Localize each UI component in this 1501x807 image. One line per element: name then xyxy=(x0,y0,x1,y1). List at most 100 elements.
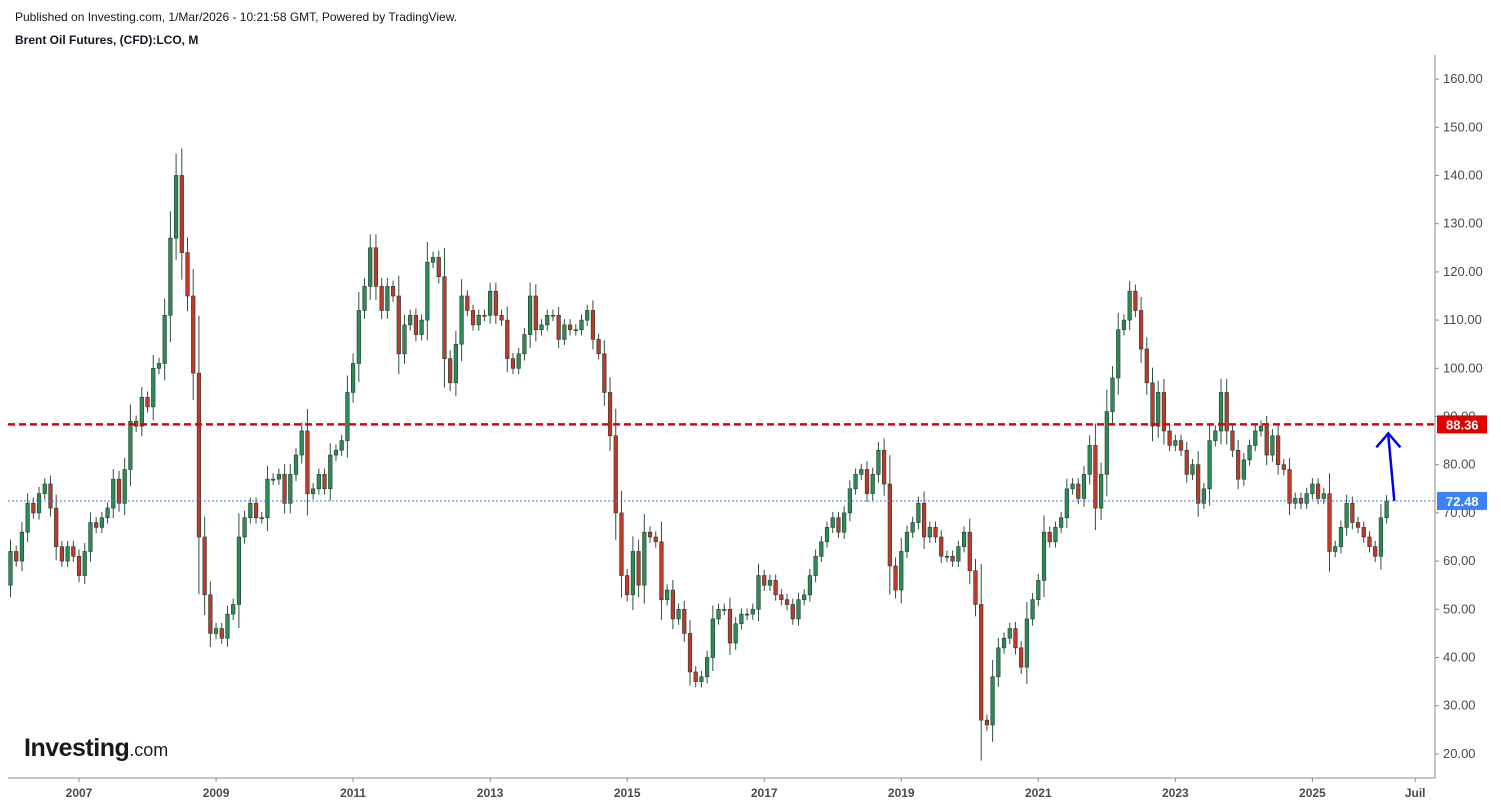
candle-body-up xyxy=(402,324,407,355)
candle xyxy=(864,461,870,503)
candle-body-down xyxy=(625,575,630,596)
candle xyxy=(448,350,453,392)
candle-body-up xyxy=(1001,637,1007,649)
candle-body-down xyxy=(1287,469,1292,504)
candle-body-up xyxy=(1241,459,1246,480)
candle-body-up xyxy=(579,319,584,331)
candle xyxy=(373,234,379,300)
candle xyxy=(876,441,881,483)
y-tick-label: 150.00 xyxy=(1443,119,1483,134)
candle xyxy=(379,277,384,319)
candle-body-up xyxy=(904,531,910,552)
candle xyxy=(607,377,613,451)
candle-body-up xyxy=(961,531,967,547)
candle xyxy=(659,521,664,620)
candle-body-up xyxy=(824,527,830,543)
candle-body-down xyxy=(567,324,573,331)
candle-body-up xyxy=(1378,517,1383,557)
candle-body-up xyxy=(99,517,104,528)
candle-body-up xyxy=(1070,483,1075,490)
candle xyxy=(836,511,841,538)
candle-body-down xyxy=(1327,493,1332,552)
candle xyxy=(1201,483,1206,510)
candle xyxy=(362,277,367,319)
candle xyxy=(25,493,30,543)
candle xyxy=(1258,420,1264,437)
candle-body-down xyxy=(602,353,607,393)
y-tick-label: 20.00 xyxy=(1443,746,1476,761)
candle xyxy=(316,468,321,495)
candle xyxy=(813,549,818,583)
candle-body-up xyxy=(1253,430,1258,446)
candle-body-down xyxy=(390,286,396,297)
candle-body-down xyxy=(14,551,19,562)
candle xyxy=(59,540,64,567)
arrow-head xyxy=(1375,431,1402,449)
candles-layer xyxy=(8,148,1389,761)
candle-body-up xyxy=(813,555,818,576)
candle-body-down xyxy=(1224,392,1229,432)
candle-body-down xyxy=(950,555,955,562)
candle-body-up xyxy=(910,522,915,533)
price-tag-label: 88.36 xyxy=(1446,417,1479,432)
candle xyxy=(630,536,635,611)
candle xyxy=(842,506,847,539)
candle xyxy=(1333,540,1338,558)
candle xyxy=(71,540,76,563)
candle-body-up xyxy=(990,676,995,726)
candle-body-down xyxy=(1019,647,1024,668)
candle xyxy=(505,306,510,373)
candle-body-up xyxy=(1116,329,1121,379)
candle xyxy=(453,330,458,397)
candle xyxy=(368,234,373,300)
candle xyxy=(1053,521,1058,548)
candle xyxy=(1355,516,1361,534)
candle xyxy=(299,422,304,464)
candle xyxy=(1030,592,1035,626)
candle xyxy=(733,617,738,650)
candle-body-up xyxy=(756,575,761,610)
candle xyxy=(1104,389,1109,497)
candle xyxy=(385,277,390,319)
candle xyxy=(585,304,590,326)
candle xyxy=(1230,424,1235,457)
y-tick-label: 110.00 xyxy=(1443,312,1482,327)
candle xyxy=(796,592,801,626)
candle-body-up xyxy=(1127,290,1132,321)
candle-body-up xyxy=(716,608,721,620)
candle-body-up xyxy=(173,175,179,239)
candle-body-up xyxy=(522,334,527,355)
x-tick-label: 2013 xyxy=(477,786,504,800)
candle-body-up xyxy=(168,237,173,316)
candle xyxy=(470,304,476,331)
candle xyxy=(276,468,281,485)
candle-body-down xyxy=(379,286,384,311)
candle-body-down xyxy=(208,594,213,634)
candle-body-down xyxy=(1355,522,1361,528)
investing-logo: Investing.com xyxy=(24,734,168,763)
candle-body-up xyxy=(311,488,316,494)
candle-body-up xyxy=(859,469,864,475)
candle xyxy=(744,608,750,620)
candle xyxy=(1327,473,1332,572)
candle xyxy=(1338,520,1344,554)
candle xyxy=(248,497,253,524)
candle xyxy=(253,497,259,524)
candle-body-up xyxy=(1310,483,1315,494)
candle-body-down xyxy=(779,594,784,600)
candle xyxy=(1036,573,1041,607)
candle xyxy=(105,502,110,524)
candle-body-down xyxy=(31,502,36,514)
candle xyxy=(1224,378,1229,445)
candle-body-down xyxy=(836,517,841,533)
candle xyxy=(687,619,693,686)
candle-body-up xyxy=(162,314,167,364)
candle-body-up xyxy=(453,343,458,384)
candle-body-up xyxy=(1258,425,1264,432)
candle-body-up xyxy=(8,551,13,586)
candle xyxy=(8,539,13,598)
candle-body-up xyxy=(408,314,413,326)
candle-body-down xyxy=(784,599,790,605)
candle-body-up xyxy=(1207,440,1212,490)
